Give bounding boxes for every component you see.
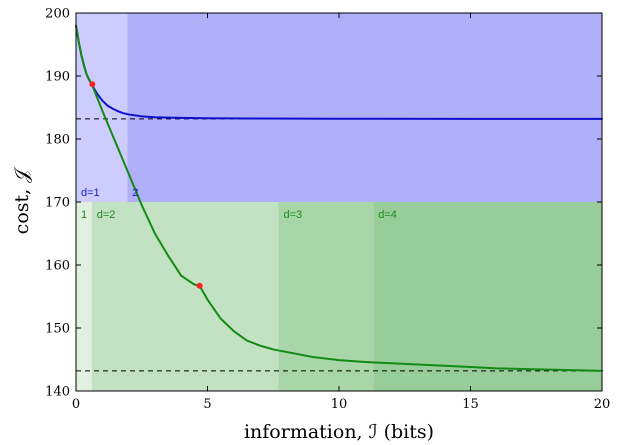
- y-tick-label: 170: [45, 196, 70, 211]
- y-tick-label: 150: [45, 322, 70, 337]
- x-tick-label: 0: [72, 397, 80, 412]
- data-point-marker: [196, 282, 203, 289]
- region-1: [127, 13, 602, 202]
- y-axis-label: cost, 𝒥: [11, 167, 33, 235]
- y-tick-label: 200: [45, 7, 70, 22]
- region-label: d=4: [378, 209, 397, 221]
- region-label: d=1: [81, 187, 100, 199]
- region-4: [278, 202, 374, 391]
- region-2: [76, 202, 92, 391]
- regions-layer: [76, 13, 602, 391]
- markers-layer: [89, 81, 203, 289]
- y-tick-label: 160: [45, 259, 70, 274]
- x-axis-label: information, ℐ (bits): [244, 421, 434, 443]
- y-tick-label: 180: [45, 133, 70, 148]
- data-point-marker: [89, 81, 96, 88]
- x-tick-label: 20: [594, 397, 611, 412]
- x-tick-label: 5: [203, 397, 211, 412]
- x-tick-label: 15: [462, 397, 479, 412]
- x-tick-label: 10: [331, 397, 348, 412]
- region-label: d=3: [284, 209, 303, 221]
- region-label: d=2: [97, 209, 116, 221]
- y-tick-label: 140: [45, 385, 70, 400]
- region-5: [373, 202, 602, 391]
- region-label: 1: [81, 209, 87, 221]
- region-labels-layer: d=1 2 1 d=2 d=3 d=4: [81, 187, 397, 221]
- region-label: 2: [132, 187, 138, 199]
- region-3: [91, 202, 279, 391]
- y-tick-label: 190: [45, 70, 70, 85]
- ticks-layer: 0 5 10 15 20 140 150 160 170 180 190 200: [45, 7, 610, 413]
